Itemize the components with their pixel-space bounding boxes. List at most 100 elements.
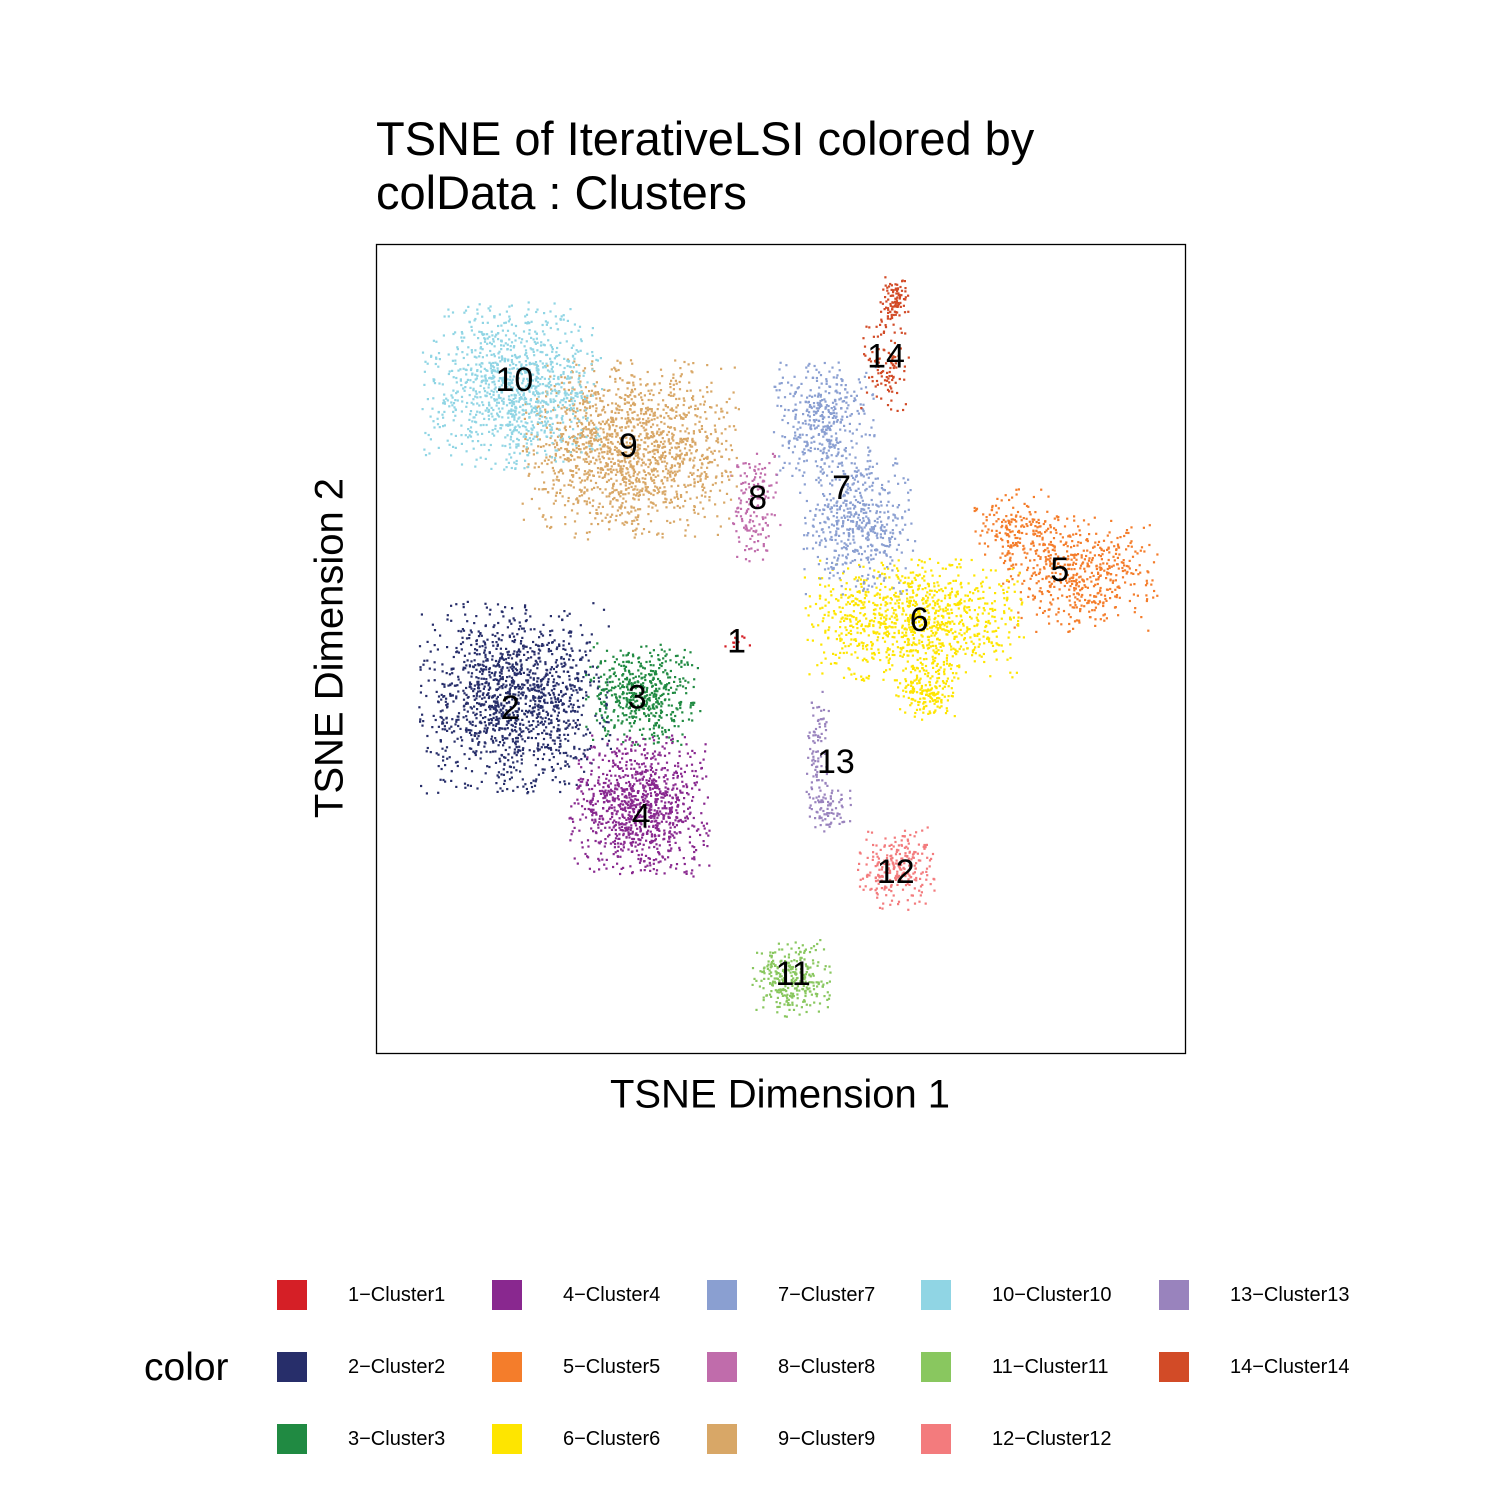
cluster-6-point [952, 579, 955, 582]
cluster-6-point [866, 660, 869, 663]
cluster-2-point [479, 714, 482, 717]
cluster-2-point [521, 691, 524, 694]
cluster-6-point [937, 598, 940, 601]
cluster-6-point [914, 669, 917, 672]
cluster-5-point [1116, 536, 1119, 540]
cluster-4-point [676, 805, 679, 808]
cluster-2-point [515, 669, 519, 672]
cluster-6-point [895, 595, 898, 598]
cluster-4-point [665, 761, 669, 764]
cluster-6-point [978, 606, 981, 609]
cluster-2-point [496, 774, 499, 777]
cluster-7-point [805, 459, 808, 462]
cluster-6-point [904, 627, 907, 630]
cluster-7-point [812, 424, 816, 427]
cluster-4-point [664, 858, 667, 861]
cluster-7-point [798, 457, 801, 460]
cluster-6-point [1015, 671, 1018, 674]
cluster-3-point [640, 677, 643, 680]
cluster-3-point [650, 673, 653, 676]
cluster-4-point [673, 826, 676, 829]
cluster-3-point [686, 663, 689, 666]
cluster-2-point [493, 674, 496, 677]
cluster-5-point [1129, 541, 1132, 545]
cluster-3-point [631, 715, 634, 718]
cluster-7-point [835, 376, 838, 379]
cluster-6-point [947, 612, 950, 615]
cluster-2-point [529, 699, 532, 702]
cluster-2-point [476, 702, 479, 705]
cluster-4-point [600, 814, 603, 818]
cluster-2-point [469, 629, 472, 632]
cluster-7-point [779, 361, 782, 364]
cluster-2-point [442, 695, 445, 698]
cluster-2-point [507, 662, 510, 665]
cluster-2-point [446, 618, 449, 621]
cluster-5-point [1134, 607, 1137, 610]
cluster-4-point [678, 754, 681, 758]
cluster-2-point [470, 675, 473, 678]
cluster-2-point [554, 776, 557, 779]
cluster-5-point [1092, 600, 1096, 603]
cluster-4-point [690, 763, 694, 766]
cluster-6-point [919, 657, 922, 660]
cluster-2-point [583, 749, 586, 752]
cluster-2-point [426, 659, 429, 662]
cluster-6-point [920, 608, 923, 611]
cluster-3-point [652, 703, 655, 706]
cluster-5-point [1076, 544, 1079, 547]
cluster-6-point [846, 617, 849, 620]
cluster-2-point [576, 676, 579, 679]
cluster-7-point [814, 460, 817, 463]
cluster-3-point [678, 678, 681, 681]
cluster-6-point [987, 612, 990, 615]
cluster-2-point [533, 650, 536, 654]
cluster-6-point [929, 695, 932, 698]
cluster-4-point [577, 762, 580, 765]
cluster-4-points [568, 734, 711, 878]
cluster-2-point [510, 728, 513, 731]
cluster-2-point [532, 720, 535, 723]
cluster-6-point [957, 607, 960, 610]
cluster-2-point [510, 717, 513, 720]
cluster-2-point [553, 696, 556, 699]
cluster-5-point [1035, 573, 1038, 577]
cluster-6-point [854, 639, 858, 642]
cluster-4-point [617, 821, 620, 824]
cluster-5-point [1093, 595, 1096, 598]
cluster-6-point [870, 641, 873, 644]
cluster-2-point [435, 731, 438, 734]
cluster-6-point [874, 608, 877, 611]
cluster-6-point [866, 625, 869, 628]
cluster-2-point [568, 765, 571, 768]
cluster-2-point [573, 747, 576, 750]
cluster-2-point [477, 743, 480, 746]
cluster-4-point [643, 860, 646, 863]
cluster-4-point [598, 754, 601, 757]
cluster-4-point [629, 803, 632, 806]
cluster-2-point [454, 684, 457, 687]
cluster-4-point [602, 786, 605, 789]
cluster-4-point [615, 813, 618, 816]
cluster-2-point [545, 710, 548, 713]
cluster-5-point [973, 509, 976, 513]
cluster-2-point [541, 643, 544, 646]
cluster-3-point [637, 669, 640, 672]
cluster-5-point [1010, 513, 1013, 516]
cluster-6-point [941, 628, 944, 631]
cluster-5-point [1079, 610, 1082, 613]
cluster-4-point [621, 814, 624, 817]
cluster-2-point [450, 779, 453, 782]
cluster-4-point [695, 849, 698, 852]
cluster-3-point [640, 665, 643, 668]
cluster-6-point [948, 662, 951, 666]
cluster-7-point [864, 433, 867, 436]
cluster-6-point [991, 630, 994, 633]
cluster-6-point [980, 655, 983, 658]
cluster-2-point [495, 711, 498, 714]
cluster-6-point [880, 561, 883, 564]
cluster-2-point [521, 686, 524, 689]
cluster-2-point [523, 712, 526, 715]
cluster-3-point [668, 682, 671, 685]
cluster-6-point [906, 597, 909, 600]
